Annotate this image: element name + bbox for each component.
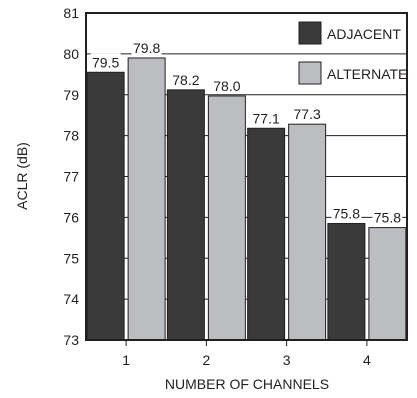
y-axis: 73 74 75 76 77 78 79 80 81 — [63, 5, 79, 348]
bar-alternate-1 — [127, 57, 166, 341]
y-tick-label: 78 — [63, 128, 79, 144]
x-axis: 1 2 3 4 — [122, 340, 371, 368]
y-axis-title: ACLR (dB) — [14, 142, 30, 210]
bar-adjacent-1 — [86, 71, 125, 341]
data-label-bg — [331, 204, 362, 222]
legend-swatch-adjacent — [298, 21, 322, 45]
legend-swatch-alternate — [298, 61, 322, 85]
data-label: 75.8 — [333, 206, 360, 222]
bar-alternate-4 — [368, 227, 407, 341]
data-label: 77.3 — [294, 106, 321, 122]
data-label: 78.0 — [213, 78, 240, 94]
legend-label-alternate: ALTERNATE — [327, 66, 407, 82]
data-label-bg — [251, 109, 282, 127]
y-tick-label: 76 — [63, 209, 79, 225]
bar-adjacent-3 — [247, 127, 286, 341]
x-tick-label: 3 — [283, 352, 291, 368]
y-tick-label: 74 — [63, 291, 79, 307]
plot-frame — [85, 12, 408, 341]
y-tick-label: 79 — [63, 87, 79, 103]
data-label-bg — [372, 208, 403, 226]
legend: ADJACENT ALTERNATE — [296, 18, 408, 90]
data-label: 78.2 — [172, 72, 199, 88]
data-label-bg — [211, 76, 242, 94]
y-tick-label: 80 — [63, 46, 79, 62]
bar-adjacent-4 — [327, 223, 366, 341]
y-tick-label: 75 — [63, 250, 79, 266]
data-label-bg — [292, 105, 323, 123]
y-tick-label: 81 — [63, 5, 79, 21]
data-label: 77.1 — [253, 110, 280, 126]
x-tick-label: 4 — [363, 352, 371, 368]
bar-alternate-3 — [288, 123, 327, 341]
bar-adjacent-2 — [166, 89, 205, 341]
data-label-bg — [131, 38, 162, 56]
data-label: 79.5 — [92, 54, 119, 70]
data-label-bg — [90, 53, 121, 71]
data-label: 79.8 — [133, 40, 160, 56]
bar-alternate-2 — [207, 95, 246, 341]
x-tick-label: 1 — [122, 352, 130, 368]
bars — [86, 57, 407, 341]
y-tick-label: 73 — [63, 332, 79, 348]
legend-label-adjacent: ADJACENT — [327, 26, 401, 42]
y-tick-label: 77 — [63, 169, 79, 185]
data-labels: 79.5 79.8 78.2 78.0 77.1 77.3 75.8 75.8 — [90, 38, 403, 226]
x-tick-label: 2 — [202, 352, 210, 368]
x-axis-title: NUMBER OF CHANNELS — [165, 376, 329, 392]
data-label: 75.8 — [374, 210, 401, 226]
data-label-bg — [170, 70, 201, 88]
